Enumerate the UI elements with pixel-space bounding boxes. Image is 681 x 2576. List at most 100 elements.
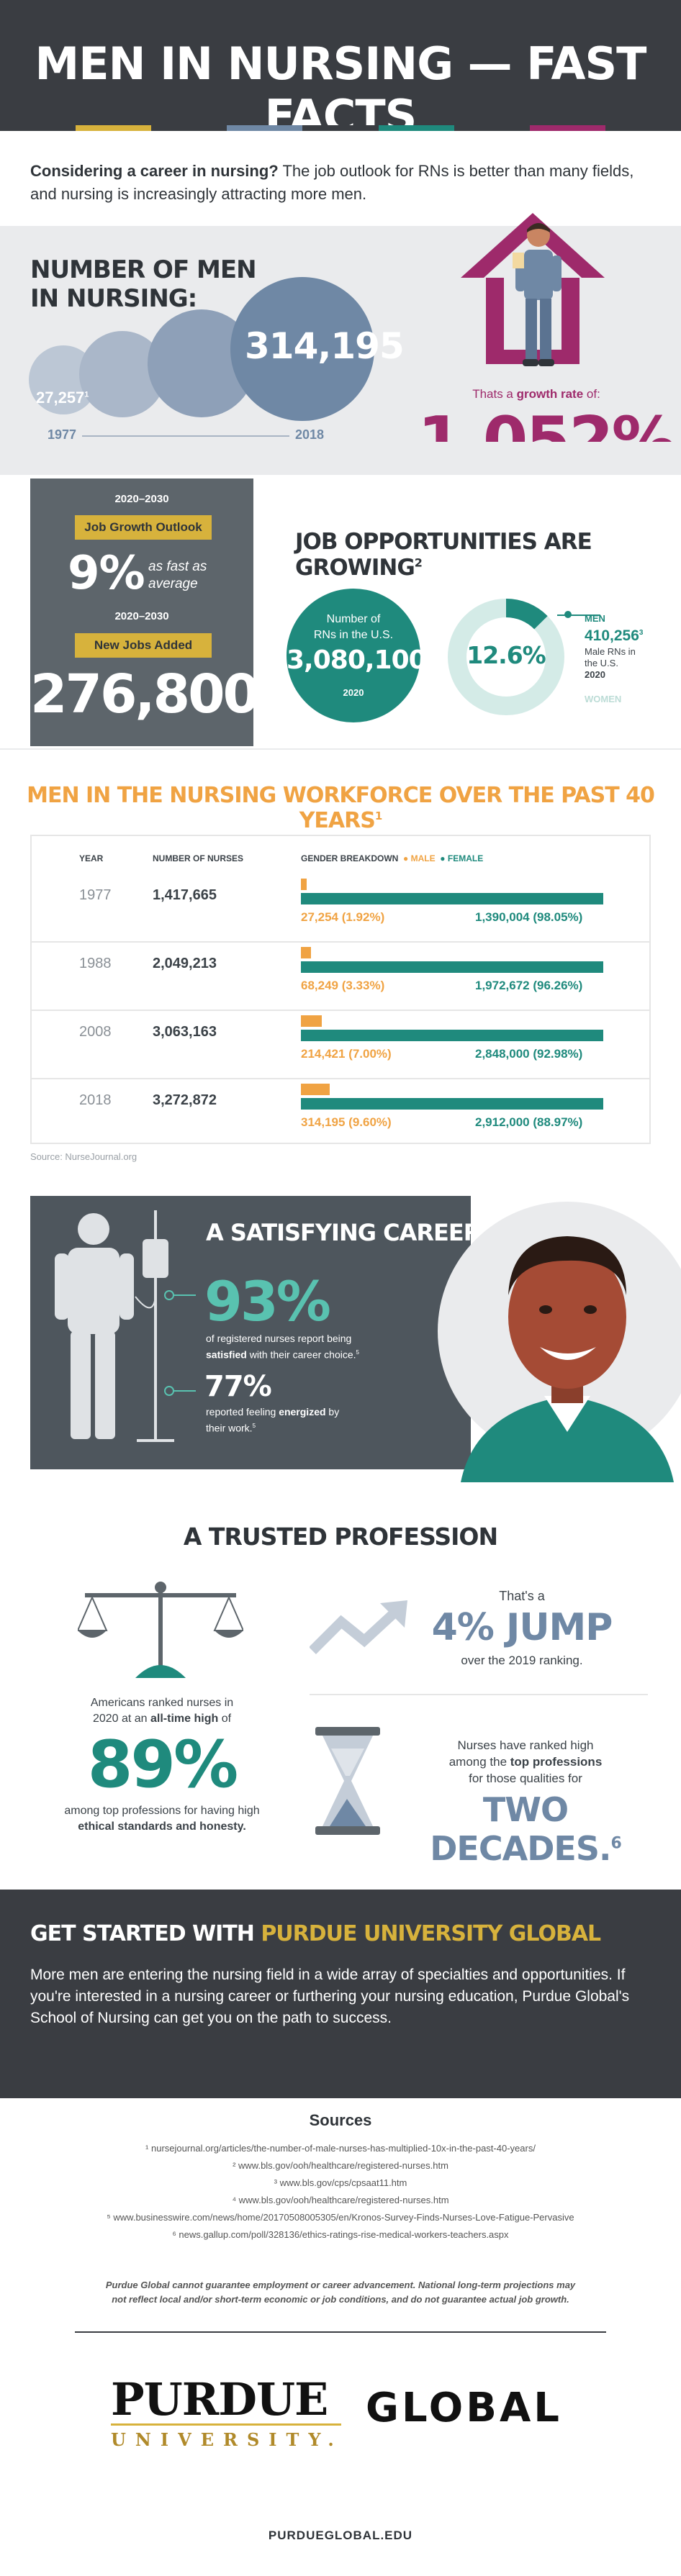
decades-value: TWO DECADES.6 xyxy=(430,1790,622,1868)
row-separator xyxy=(30,1010,651,1011)
year-end: 2018 xyxy=(289,427,330,443)
outlook-period2: 2020–2030 xyxy=(114,610,169,622)
intro-text: Considering a career in nursing? The job… xyxy=(30,160,657,206)
row-total: 1,417,665 xyxy=(153,887,217,903)
sources-disclaimer: Purdue Global cannot guarantee employmen… xyxy=(105,2280,576,2305)
men-desc: Male RNs in the U.S. 2020 xyxy=(585,646,636,680)
career-pointer1 xyxy=(173,1294,196,1296)
bar-male xyxy=(301,879,307,890)
source-item[interactable]: ³ www.bls.gov/cps/cpsaat11.htm xyxy=(274,2177,407,2188)
job-growth-pill: Job Growth Outlook xyxy=(75,515,212,540)
logo-url[interactable]: PURDUEGLOBAL.EDU xyxy=(268,2529,413,2542)
male-nurse-icon xyxy=(513,223,562,366)
source-item[interactable]: ⁶ news.gallup.com/poll/328136/ethics-rat… xyxy=(172,2229,509,2240)
bar-male xyxy=(301,1084,330,1095)
row-female: 2,912,000 (88.97%) xyxy=(475,1115,583,1129)
value-1977: 27,2571 xyxy=(36,389,89,407)
men-count-title-line1: NUMBER OF MEN xyxy=(30,255,257,284)
row-male: 68,249 (3.33%) xyxy=(301,979,385,992)
outlook-pct-desc: as fast as average xyxy=(148,559,207,591)
career-pointer2 xyxy=(173,1390,196,1392)
rn-circle xyxy=(287,589,420,722)
row-female: 1,972,672 (96.26%) xyxy=(475,979,583,992)
trusted-divider xyxy=(310,1694,648,1695)
row-total: 3,063,163 xyxy=(153,1024,217,1040)
growth-caption: Thats a growth rate of: xyxy=(472,387,600,401)
row-separator xyxy=(30,1078,651,1079)
circle-2018 xyxy=(230,277,374,421)
source-item[interactable]: ⁴ www.bls.gov/ooh/healthcare/registered-… xyxy=(232,2195,449,2205)
career-stat1: 93% xyxy=(204,1269,331,1333)
scales-icon xyxy=(78,1582,243,1678)
get-started-body: More men are entering the nursing field … xyxy=(30,1967,630,2026)
page-title: MEN IN NURSING — FAST FACTS xyxy=(35,37,647,142)
row-year: 2018 xyxy=(79,1092,112,1108)
sources-title: Sources xyxy=(309,2111,372,2129)
bar-female xyxy=(301,893,603,904)
workforce-table xyxy=(30,835,651,1144)
header: MEN IN NURSING — FAST FACTS xyxy=(0,0,681,142)
career-dot1 xyxy=(164,1290,174,1300)
men-dot xyxy=(564,611,572,618)
logo-university: UNIVERSITY. xyxy=(111,2429,343,2450)
jump-value: 4% JUMP xyxy=(431,1606,613,1649)
outlook-pct: 9% xyxy=(68,547,145,600)
men-count-title: NUMBER OF MEN IN NURSING: xyxy=(30,255,257,313)
timeline-line xyxy=(42,435,308,437)
col-number: NUMBER OF NURSES xyxy=(153,853,244,863)
trusted-left-desc2: among top professions for having high eth… xyxy=(64,1805,260,1833)
row-separator xyxy=(30,941,651,943)
row-female: 1,390,004 (98.05%) xyxy=(475,910,583,924)
row-year: 1977 xyxy=(79,887,112,903)
logo-purdue: PURDUE xyxy=(111,2373,328,2426)
header-stripes xyxy=(0,125,681,131)
year-start: 1977 xyxy=(42,427,83,443)
donut-men-segment xyxy=(448,599,564,715)
smiling-nurse-portrait xyxy=(438,1202,681,1482)
opportunities-title: JOB OPPORTUNITIES ARE GROWING2 xyxy=(295,529,592,581)
source-item[interactable]: ⁵ www.businesswire.com/news/home/2017050… xyxy=(107,2212,574,2223)
row-year: 1988 xyxy=(79,956,112,971)
new-jobs-pill: New Jobs Added xyxy=(75,633,212,658)
row-male: 27,254 (1.92%) xyxy=(301,910,385,924)
bar-female xyxy=(301,1030,603,1041)
trusted-left-value: 89% xyxy=(87,1727,238,1802)
bar-male xyxy=(301,947,311,958)
career-dot2 xyxy=(164,1386,174,1396)
rn-year: 2020 xyxy=(343,687,364,698)
career-stat2-desc: reported feeling energized by their work.… xyxy=(206,1406,340,1434)
men-label: MEN xyxy=(585,613,605,624)
nurse-iv-icon xyxy=(55,1210,174,1442)
men-pointer xyxy=(557,614,600,616)
hourglass-icon xyxy=(315,1727,380,1835)
new-jobs-value: 276,800 xyxy=(30,663,260,725)
col-gender: GENDER BREAKDOWN ● MALE ● FEMALE xyxy=(301,853,484,863)
bar-female xyxy=(301,1098,603,1110)
jump-tail: over the 2019 ranking. xyxy=(461,1654,583,1667)
men-value: 410,2563 xyxy=(585,627,644,644)
trend-up-icon xyxy=(310,1600,407,1654)
jump-lead: That's a xyxy=(499,1589,545,1603)
rn-label: Number of RNs in the U.S. xyxy=(313,613,394,641)
source-item[interactable]: ¹ nursejournal.org/articles/the-number-o… xyxy=(145,2143,536,2154)
trusted-left-desc: Americans ranked nurses in 2020 at an all… xyxy=(90,1697,234,1725)
logo-divider xyxy=(75,2331,606,2333)
men-count-title-line2: IN NURSING: xyxy=(30,284,197,313)
men-women-donut xyxy=(448,599,564,715)
donut-pct: 12.6% xyxy=(466,641,546,669)
decades-desc: Nurses have ranked high among the top pro… xyxy=(448,1738,603,1785)
career-stat1-desc: of registered nurses report being satisfi… xyxy=(206,1333,359,1361)
get-started-section xyxy=(0,1890,681,2098)
workforce-title: MEN IN THE NURSING WORKFORCE OVER THE PA… xyxy=(27,783,655,833)
bar-female xyxy=(301,961,603,973)
bar-male xyxy=(301,1015,323,1027)
workforce-source: Source: NurseJournal.org xyxy=(30,1151,137,1162)
career-title: A SATISFYING CAREER xyxy=(206,1219,481,1246)
source-item[interactable]: ² www.bls.gov/ooh/healthcare/registered-… xyxy=(233,2160,448,2171)
intro-rest: The job outlook for RNs is better than m… xyxy=(30,162,634,203)
rn-value: 3,080,100 xyxy=(287,645,427,675)
intro-lead: Considering a career in nursing? xyxy=(30,162,279,180)
get-started-title: GET STARTED WITH PURDUE UNIVERSITY GLOBA… xyxy=(30,1921,601,1946)
row-female: 2,848,000 (92.98%) xyxy=(475,1047,583,1061)
outlook-period1: 2020–2030 xyxy=(114,493,169,505)
